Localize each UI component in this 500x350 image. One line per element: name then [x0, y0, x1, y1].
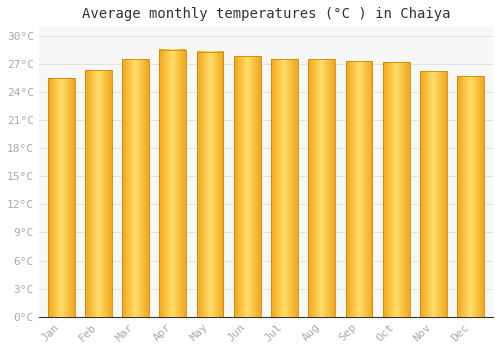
Bar — [383, 62, 409, 317]
Bar — [420, 71, 447, 317]
Bar — [196, 51, 224, 317]
Bar — [271, 59, 298, 317]
Bar — [122, 59, 149, 317]
Bar — [160, 50, 186, 317]
Bar — [308, 59, 335, 317]
Title: Average monthly temperatures (°C ) in Chaiya: Average monthly temperatures (°C ) in Ch… — [82, 7, 450, 21]
Bar — [85, 70, 112, 317]
Bar — [234, 56, 260, 317]
Bar — [458, 76, 484, 317]
Bar — [48, 78, 74, 317]
Bar — [346, 61, 372, 317]
